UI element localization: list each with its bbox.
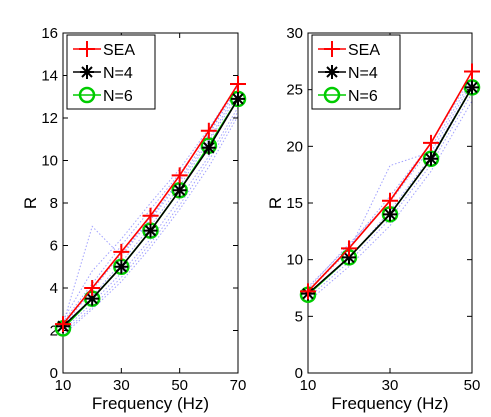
data-point	[55, 316, 71, 333]
legend: SEA N=4 N=6	[311, 34, 401, 110]
y-tick-label: 25	[286, 82, 303, 99]
data-point	[200, 122, 217, 139]
y-tick-label: 15	[286, 195, 303, 212]
data-point	[171, 167, 188, 184]
x-tick-label: 10	[300, 377, 317, 394]
data-point	[231, 91, 245, 106]
background-line	[62, 88, 239, 323]
x-axis-label: Frequency (Hz)	[331, 394, 448, 413]
data-point	[465, 80, 479, 95]
background-line	[62, 115, 239, 336]
background-line	[62, 83, 239, 321]
background-line	[307, 82, 473, 292]
legend-label: N=4	[348, 65, 378, 82]
y-tick-label: 2	[50, 323, 58, 340]
x-axis-label: Frequency (Hz)	[92, 394, 209, 413]
background-lines	[307, 75, 473, 302]
x-tick-label: 10	[55, 377, 72, 394]
data-point	[300, 283, 316, 300]
data-point	[201, 140, 216, 155]
legend-marker	[324, 41, 340, 57]
background-line	[307, 75, 473, 288]
data-point	[423, 134, 439, 151]
data-point	[84, 280, 101, 296]
y-tick-label: 10	[41, 153, 58, 170]
y-tick-label: 16	[41, 25, 58, 42]
data-point	[114, 259, 129, 274]
y-tick-label: 0	[295, 365, 303, 382]
background-line	[62, 85, 239, 327]
series-line	[307, 87, 473, 296]
y-tick-label: 0	[50, 365, 58, 382]
data-point	[142, 207, 159, 224]
legend-marker	[80, 65, 94, 79]
data-point	[85, 291, 100, 306]
series-sea	[55, 76, 246, 333]
legend-label: N=4	[103, 65, 133, 82]
series-sea	[300, 63, 480, 300]
legend-label: N=6	[348, 88, 378, 105]
data-point	[342, 250, 356, 265]
data-point	[383, 207, 397, 222]
y-tick-label: 8	[50, 195, 58, 212]
data-point	[172, 183, 187, 198]
x-tick-label: 30	[382, 377, 399, 394]
right-chart-panel: 0 5 10 15 20 25 30 10 30 50 Frequency (Hz) R SEA N=4 N…	[266, 25, 480, 413]
data-point	[230, 76, 246, 92]
data-point	[424, 151, 438, 166]
y-axis-label: R	[266, 197, 285, 209]
data-point	[143, 223, 158, 238]
y-tick-label: 5	[295, 308, 303, 325]
legend-label: SEA	[103, 42, 135, 59]
x-tick-label: 30	[113, 377, 130, 394]
y-tick-label: 30	[286, 25, 303, 42]
legend-marker	[78, 86, 96, 104]
data-point	[382, 192, 398, 209]
background-line	[307, 86, 473, 296]
data-point	[464, 63, 480, 80]
y-tick-label: 10	[286, 252, 303, 269]
y-tick-label: 20	[286, 138, 303, 155]
background-line	[62, 111, 239, 333]
series-n-4	[56, 91, 245, 334]
data-point	[113, 243, 130, 260]
background-line	[62, 107, 239, 331]
legend-marker	[79, 41, 95, 57]
x-tick-label: 50	[464, 377, 481, 394]
y-tick-label: 12	[41, 110, 58, 127]
series-n-6	[299, 79, 481, 304]
legend-label: SEA	[348, 42, 380, 59]
series-line	[307, 87, 473, 295]
y-tick-label: 6	[50, 238, 58, 255]
left-chart-panel: 0 2 4 6 8 10 12 14 16 10 30 50 70 Frequency (Hz) R SEA N…	[21, 25, 246, 413]
legend-marker	[325, 65, 339, 79]
x-tick-label: 70	[230, 377, 247, 394]
y-axis-label: R	[21, 197, 40, 209]
y-tick-label: 14	[41, 68, 58, 85]
background-line	[307, 100, 473, 302]
legend-marker	[323, 86, 341, 104]
background-line	[307, 79, 473, 290]
legend-label: N=6	[103, 88, 133, 105]
x-tick-label: 50	[171, 377, 188, 394]
data-point	[341, 240, 357, 257]
y-tick-label: 4	[50, 280, 58, 297]
legend: SEA N=4 N=6	[66, 34, 156, 110]
